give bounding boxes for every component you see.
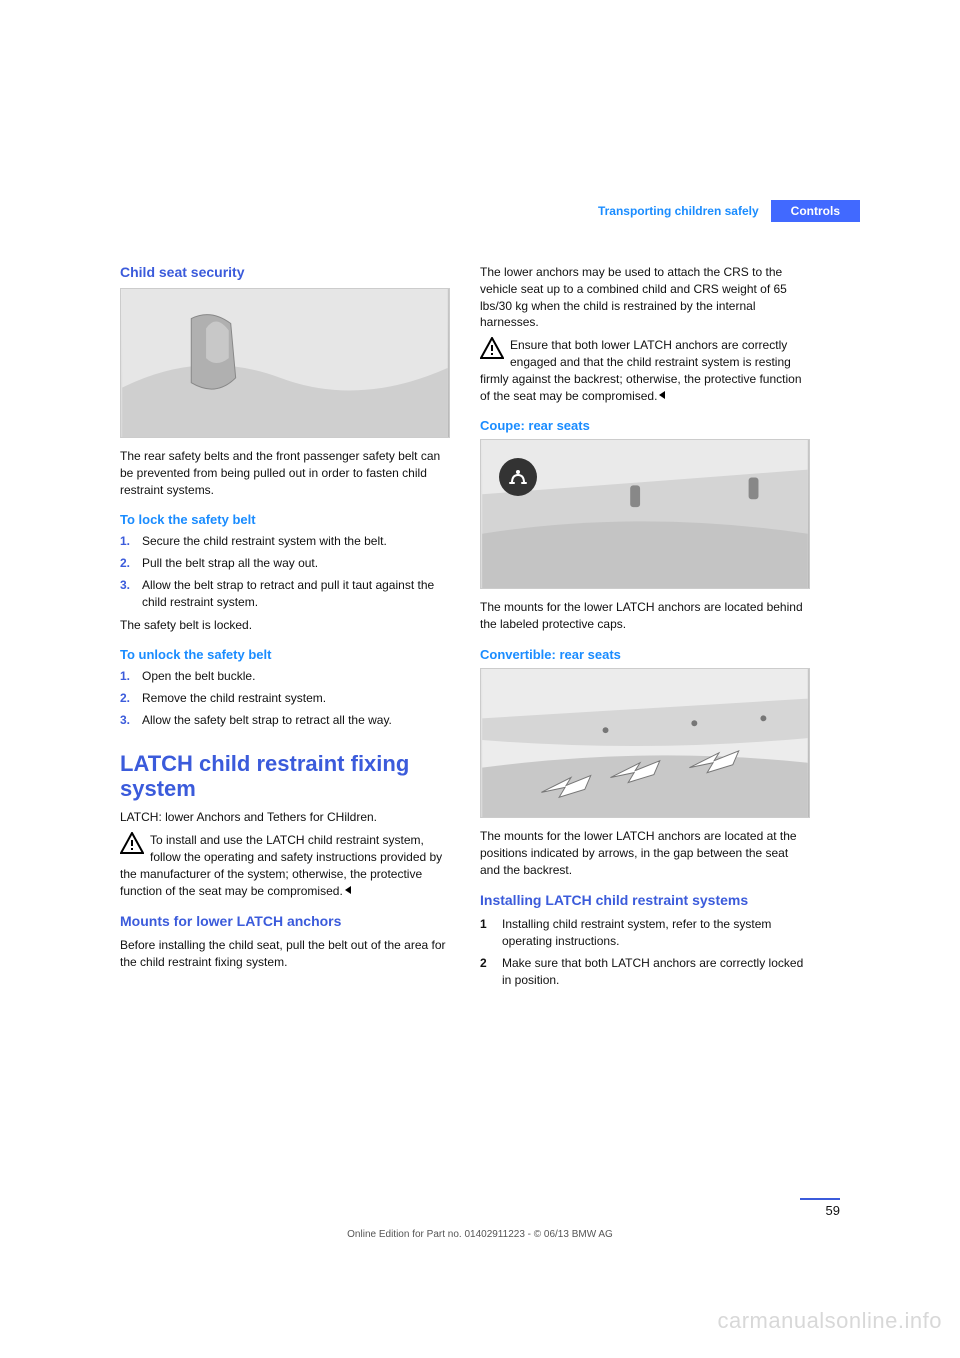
heading-coupe-rear: Coupe: rear seats xyxy=(480,418,810,433)
list-text: Remove the child restraint system. xyxy=(142,690,326,707)
list-number: 3. xyxy=(120,577,142,611)
right-column: The lower anchors may be used to attach … xyxy=(480,250,810,995)
warning-anchors: Ensure that both lower LATCH anchors are… xyxy=(480,337,810,404)
list-number: 3. xyxy=(120,712,142,729)
heading-installing-latch: Installing LATCH child restraint systems xyxy=(480,892,810,908)
list-item: 3.Allow the belt strap to retract and pu… xyxy=(120,577,450,611)
warning-icon xyxy=(120,832,144,854)
convertible-illustration xyxy=(481,669,809,817)
heading-child-seat-security: Child seat security xyxy=(120,264,450,280)
list-item: 1.Secure the child restraint system with… xyxy=(120,533,450,550)
paragraph-latch-def: LATCH: lower Anchors and Tethers for CHi… xyxy=(120,809,450,826)
list-item: 1.Open the belt buckle. xyxy=(120,668,450,685)
child-seat-illustration xyxy=(121,289,449,437)
warning-text: Ensure that both lower LATCH anchors are… xyxy=(480,338,802,402)
header-bar: Transporting children safely Controls xyxy=(586,200,860,222)
list-text: Installing child restraint system, refer… xyxy=(502,916,810,950)
footer-text: Online Edition for Part no. 01402911223 … xyxy=(0,1229,960,1240)
footer-rule xyxy=(800,1198,840,1200)
figure-child-seat xyxy=(120,288,450,438)
list-unlock-steps: 1.Open the belt buckle. 2.Remove the chi… xyxy=(120,668,450,728)
watermark: carmanualsonline.info xyxy=(717,1308,942,1334)
list-install-steps: 1Installing child restraint system, refe… xyxy=(480,916,810,988)
list-text: Make sure that both LATCH anchors are co… xyxy=(502,955,810,989)
list-number: 2. xyxy=(120,690,142,707)
heading-unlock-belt: To unlock the safety belt xyxy=(120,647,450,662)
list-text: Pull the belt strap all the way out. xyxy=(142,555,318,572)
list-item: 3.Allow the safety belt strap to retract… xyxy=(120,712,450,729)
end-mark-icon xyxy=(343,885,359,895)
figure-convertible-seats xyxy=(480,668,810,818)
list-number: 1. xyxy=(120,533,142,550)
paragraph-coupe: The mounts for the lower LATCH anchors a… xyxy=(480,599,810,633)
paragraph-belt-locked: The safety belt is locked. xyxy=(120,617,450,634)
list-text: Allow the belt strap to retract and pull… xyxy=(142,577,450,611)
paragraph-mounts: Before installing the child seat, pull t… xyxy=(120,937,450,971)
heading-lock-belt: To lock the safety belt xyxy=(120,512,450,527)
paragraph-anchors: The lower anchors may be used to attach … xyxy=(480,264,810,331)
figure-coupe-seats xyxy=(480,439,810,589)
left-column: Child seat security The rear safety belt… xyxy=(120,250,450,995)
list-number: 2 xyxy=(480,955,502,989)
list-item: 1Installing child restraint system, refe… xyxy=(480,916,810,950)
header-section-label: Transporting children safely xyxy=(586,200,771,222)
end-mark-icon xyxy=(657,390,673,400)
list-number: 2. xyxy=(120,555,142,572)
list-text: Secure the child restraint system with t… xyxy=(142,533,387,550)
header-chapter-label: Controls xyxy=(771,200,860,222)
paragraph-rear-belts: The rear safety belts and the front pass… xyxy=(120,448,450,498)
list-item: 2Make sure that both LATCH anchors are c… xyxy=(480,955,810,989)
list-text: Open the belt buckle. xyxy=(142,668,255,685)
page-number: 59 xyxy=(826,1203,840,1218)
warning-text: To install and use the LATCH child restr… xyxy=(120,833,442,897)
paragraph-convertible: The mounts for the lower LATCH anchors a… xyxy=(480,828,810,878)
warning-icon xyxy=(480,337,504,359)
heading-convertible-rear: Convertible: rear seats xyxy=(480,647,810,662)
list-item: 2.Pull the belt strap all the way out. xyxy=(120,555,450,572)
list-number: 1 xyxy=(480,916,502,950)
page: Transporting children safely Controls Ch… xyxy=(0,0,960,1358)
heading-mounts-lower: Mounts for lower LATCH anchors xyxy=(120,913,450,929)
heading-latch-system: LATCH child restraint fixing system xyxy=(120,751,450,802)
list-lock-steps: 1.Secure the child restraint system with… xyxy=(120,533,450,610)
list-number: 1. xyxy=(120,668,142,685)
warning-latch: To install and use the LATCH child restr… xyxy=(120,832,450,899)
list-text: Allow the safety belt strap to retract a… xyxy=(142,712,392,729)
content-columns: Child seat security The rear safety belt… xyxy=(120,250,840,995)
list-item: 2.Remove the child restraint system. xyxy=(120,690,450,707)
